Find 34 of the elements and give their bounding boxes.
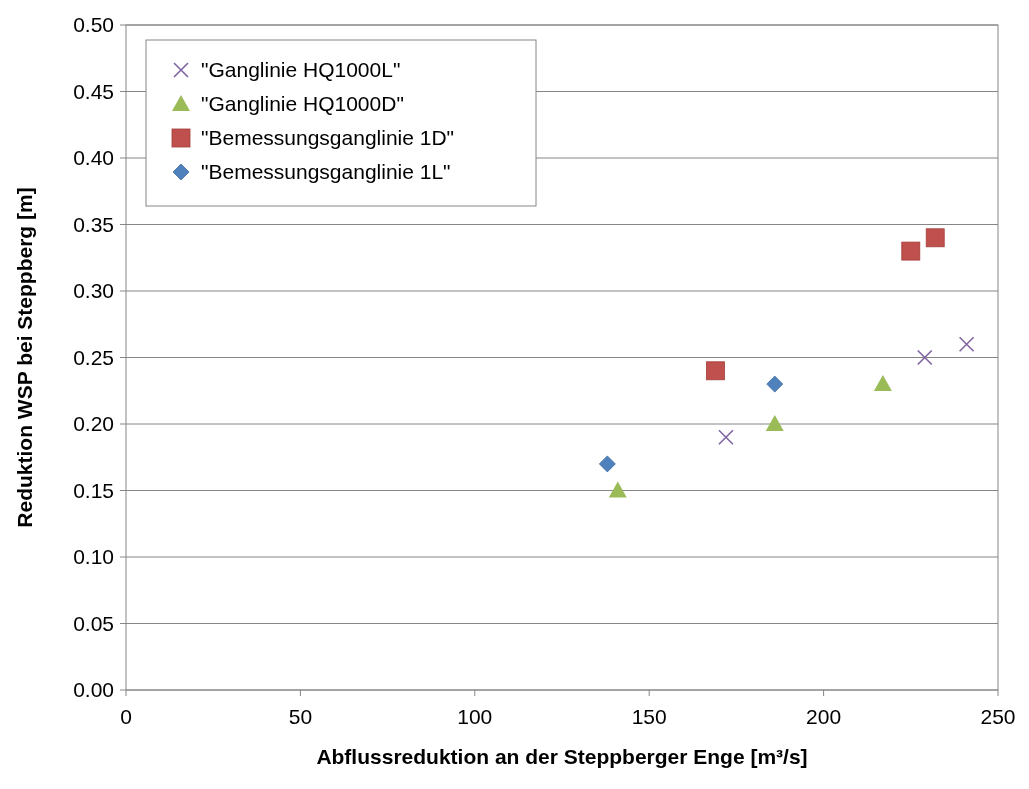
y-tick-label: 0.45 [73, 79, 114, 103]
x-tick-label: 0 [120, 705, 132, 728]
y-tick-label: 0.15 [73, 478, 114, 502]
y-tick-label: 0.50 [73, 13, 114, 37]
y-tick-label: 0.30 [73, 279, 114, 303]
legend-label: "Bemessungsganglinie 1D" [201, 126, 455, 150]
point [916, 349, 933, 366]
y-tick-label: 0.10 [73, 545, 114, 569]
point [901, 241, 921, 261]
x-tick-label: 200 [806, 705, 842, 728]
x-tick-label: 50 [288, 705, 313, 728]
point [706, 361, 725, 381]
point [766, 375, 784, 393]
point [608, 481, 627, 498]
point [958, 336, 975, 352]
point [598, 455, 616, 473]
point [925, 228, 945, 248]
point [718, 429, 734, 446]
point [765, 415, 784, 431]
y-tick-label: 0.05 [73, 611, 114, 635]
x-tick-label: 250 [980, 705, 1016, 728]
y-tick-label: 0.20 [73, 412, 114, 436]
legend-label: "Ganglinie HQ1000L" [201, 58, 401, 82]
y-tick-label: 0.00 [73, 678, 114, 702]
x-axis-title: Abflussreduktion an der Steppberger Enge [m³/s] [316, 745, 808, 768]
point [873, 375, 892, 392]
y-tick-label: 0.25 [73, 345, 114, 369]
x-tick-label: 100 [457, 705, 493, 728]
y-tick-label: 0.35 [73, 212, 114, 236]
x-tick-label: 150 [631, 705, 667, 728]
y-axis-title: Reduktion WSP bei Steppberg [m] [13, 187, 36, 528]
legend-label: "Ganglinie HQ1000D" [201, 92, 404, 116]
legend-label: "Bemessungsganglinie 1L" [201, 160, 451, 184]
y-tick-label: 0.40 [73, 146, 114, 170]
